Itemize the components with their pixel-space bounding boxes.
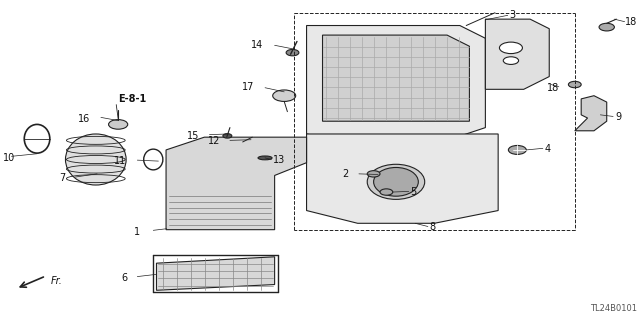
Polygon shape [166, 137, 307, 230]
Polygon shape [156, 257, 275, 290]
Text: Fr.: Fr. [51, 276, 63, 286]
Circle shape [568, 81, 581, 88]
Polygon shape [307, 26, 485, 140]
Circle shape [503, 57, 518, 64]
Text: 3: 3 [509, 10, 516, 20]
Circle shape [273, 90, 296, 101]
Text: 1: 1 [134, 227, 141, 237]
Ellipse shape [374, 167, 419, 196]
Circle shape [380, 189, 393, 195]
Text: 8: 8 [429, 222, 435, 233]
Circle shape [599, 23, 614, 31]
Text: 6: 6 [122, 273, 128, 283]
Text: 5: 5 [411, 187, 417, 197]
Text: 18: 18 [547, 83, 559, 93]
Text: TL24B0101: TL24B0101 [590, 304, 637, 313]
Polygon shape [485, 19, 549, 89]
Text: 13: 13 [273, 155, 285, 165]
Circle shape [508, 145, 526, 154]
Text: 7: 7 [59, 173, 65, 183]
Circle shape [109, 120, 128, 129]
Ellipse shape [258, 156, 272, 160]
Text: 9: 9 [615, 112, 621, 122]
Text: 18: 18 [625, 17, 637, 27]
Text: 2: 2 [342, 169, 348, 179]
Ellipse shape [367, 164, 425, 199]
Circle shape [367, 171, 380, 177]
Text: 15: 15 [187, 130, 199, 141]
Circle shape [499, 42, 522, 54]
Text: 11: 11 [114, 156, 127, 166]
Text: 12: 12 [208, 136, 220, 146]
Circle shape [286, 49, 299, 56]
Ellipse shape [65, 134, 126, 185]
Text: 10: 10 [3, 153, 15, 163]
Text: E-8-1: E-8-1 [118, 94, 147, 104]
Polygon shape [575, 96, 607, 131]
Polygon shape [323, 35, 469, 121]
Circle shape [223, 134, 232, 138]
Text: 16: 16 [79, 114, 91, 124]
Text: 4: 4 [544, 144, 550, 154]
Polygon shape [307, 134, 498, 223]
Text: 14: 14 [251, 40, 263, 50]
Text: 17: 17 [242, 82, 254, 92]
